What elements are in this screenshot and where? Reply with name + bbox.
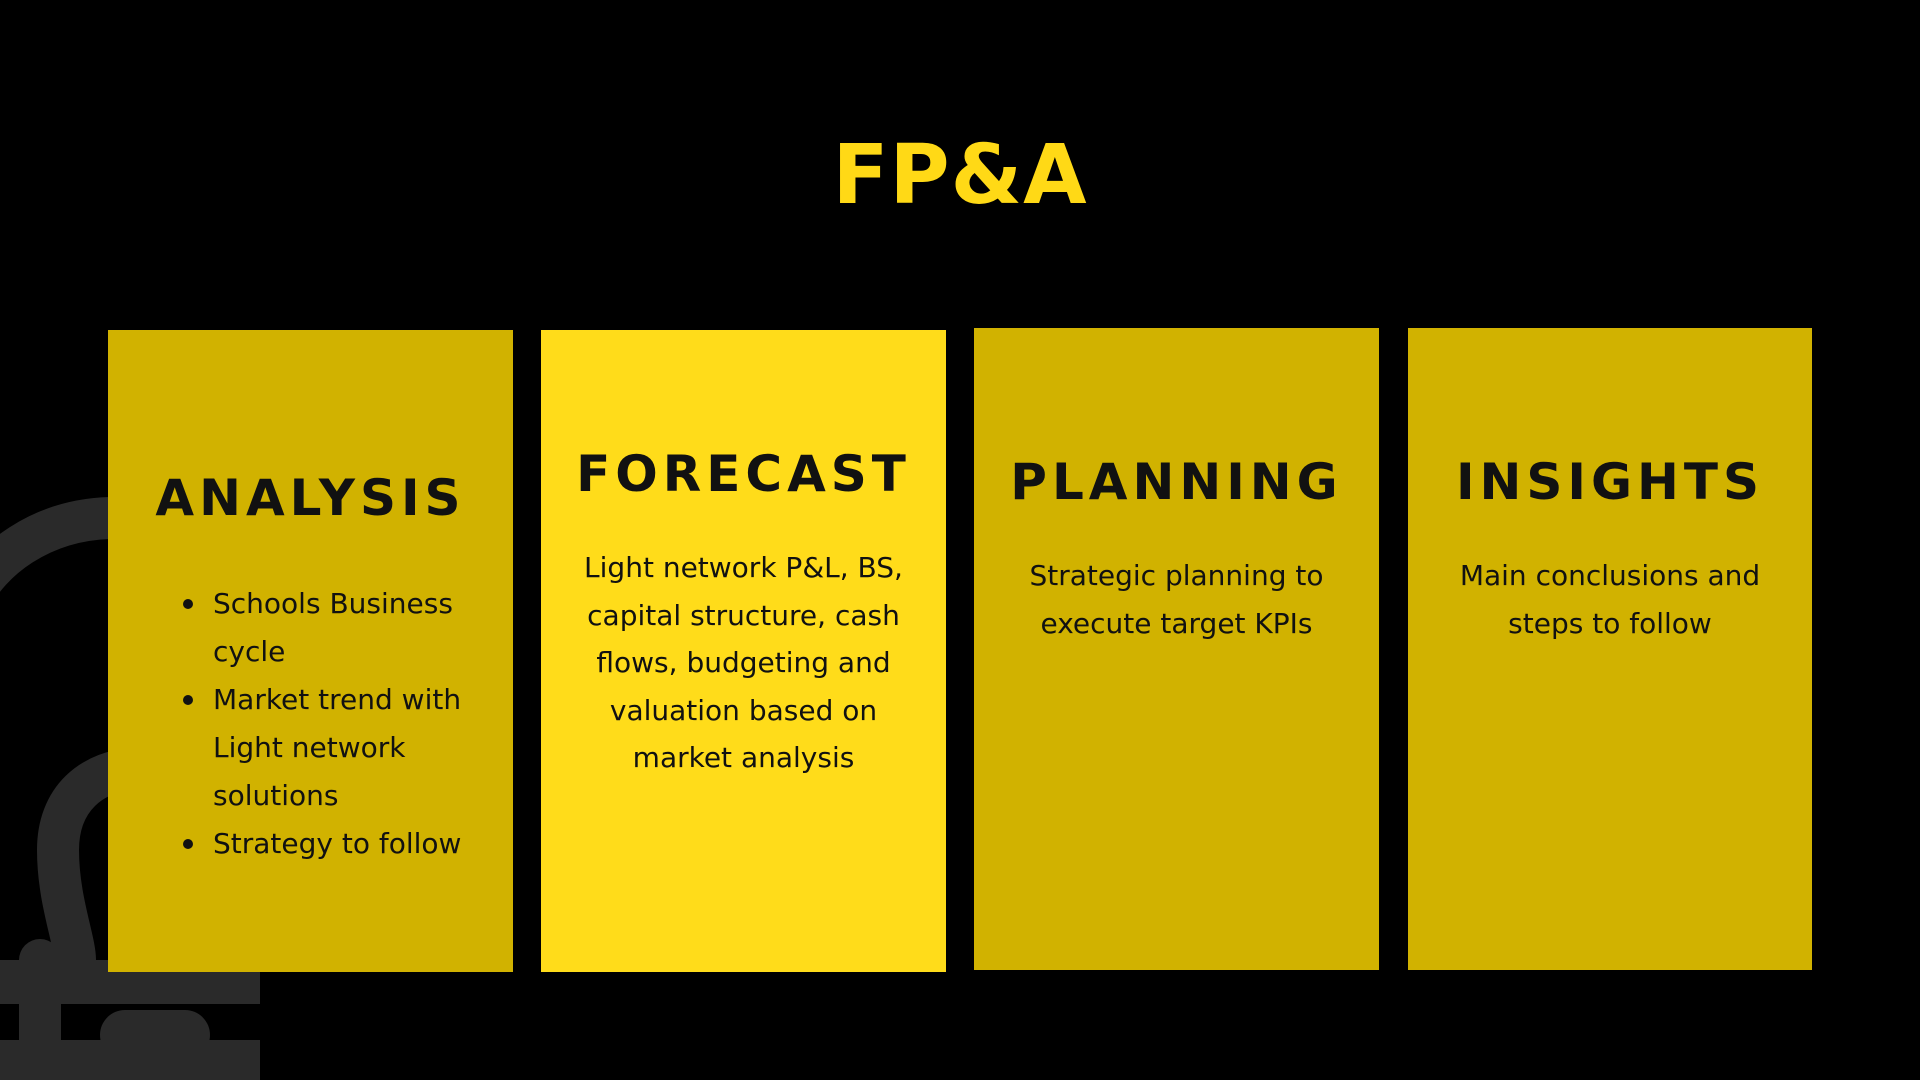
bullet-icon [183, 599, 193, 609]
planning-description: Strategic planning to execute target KPI… [1029, 559, 1324, 640]
analysis-heading: ANALYSIS [155, 469, 466, 527]
forecast-heading: FORECAST [576, 445, 911, 503]
bullet-icon [183, 839, 193, 849]
forecast-card: FORECAST Light network P&L, BS, capital … [541, 330, 946, 972]
forecast-description: Light network P&L, BS, capital structure… [584, 551, 903, 774]
insights-heading: INSIGHTS [1455, 453, 1765, 511]
planning-card: PLANNING Strategic planning to execute t… [974, 328, 1379, 970]
planning-heading: PLANNING [1010, 453, 1343, 511]
analysis-card: ANALYSIS Schools Business cycle Market t… [108, 330, 513, 972]
bullet-text: Schools Business cycle [213, 587, 453, 668]
bullet-text: Market trend with Light network solution… [213, 683, 462, 812]
insights-card: INSIGHTS Main conclusions and steps to f… [1408, 328, 1812, 970]
page-title: FP&A [832, 128, 1088, 223]
insights-description: Main conclusions and steps to follow [1459, 559, 1761, 640]
bullet-icon [183, 695, 193, 705]
bullet-item: Strategy to follow [183, 820, 483, 868]
bullet-item: Schools Business cycle [183, 580, 483, 676]
bullet-text: Strategy to follow [213, 827, 462, 860]
analysis-bullet-list: Schools Business cycle Market trend with… [138, 580, 483, 868]
bullet-item: Market trend with Light network solution… [183, 676, 483, 820]
